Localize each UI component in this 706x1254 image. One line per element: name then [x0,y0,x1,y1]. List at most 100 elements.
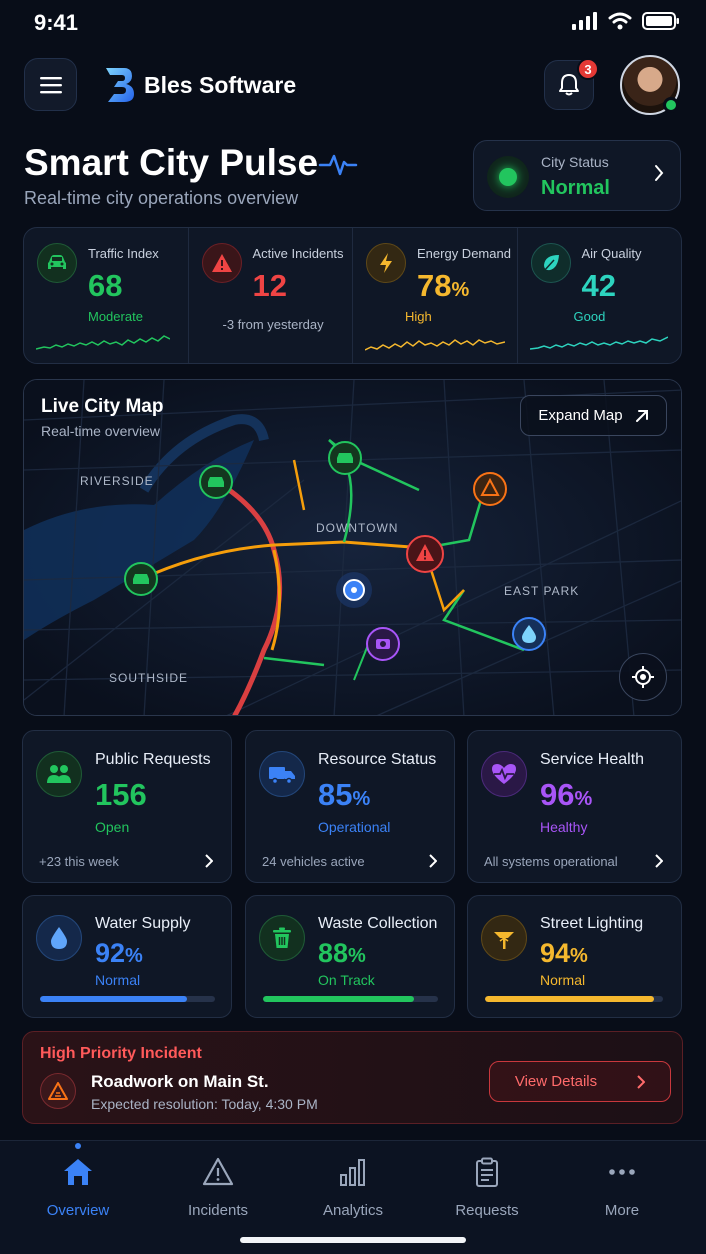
wifi-icon [608,12,632,30]
status-icons [572,12,680,30]
notifications-button[interactable] [544,60,594,110]
logo-icon [106,68,134,102]
stat-sub: -3 from yesterday [222,317,324,332]
active-nav-indicator [75,1143,81,1149]
traffic-car-marker[interactable] [123,561,159,597]
stat-energy-demand[interactable]: Energy Demand 78% High [353,228,518,363]
map-area-southside: SOUTHSIDE [109,671,189,685]
status-indicator-icon [487,156,529,198]
locate-me-button[interactable] [619,653,667,701]
view-details-label: View Details [514,1073,598,1090]
city-status-value: Normal [541,177,610,199]
nav-incidents[interactable]: Incidents [158,1157,278,1219]
camera-marker[interactable] [365,626,401,662]
expand-map-label: Expand Map [538,407,623,424]
more-icon [609,1169,635,1175]
stat-value: 42 [582,268,616,304]
stat-sub: Good [573,309,606,324]
card-status: Operational [318,819,391,835]
alert-triangle-icon [201,243,242,283]
waste-collection-bar-fill [263,996,414,1002]
service-health-card[interactable]: Service Health 96% Healthy All systems o… [467,730,682,883]
city-status-card[interactable]: City Status Normal [473,140,681,211]
map-area-downtown: DOWNTOWN [316,521,399,535]
map-area-riverside: RIVERSIDE [80,474,154,488]
home-indicator[interactable] [240,1237,466,1243]
nav-label: Overview [46,1202,110,1219]
nav-more[interactable]: More [562,1157,682,1219]
water-supply-card[interactable]: Water Supply 92% Normal [22,895,232,1018]
trash-icon [259,915,305,961]
nav-requests[interactable]: Requests [427,1157,547,1219]
priority-incident-banner[interactable]: High Priority Incident Roadwork on Main … [22,1031,683,1124]
street-lamp-icon [481,915,527,961]
status-time: 9:41 [34,10,79,35]
nav-label: Incidents [187,1202,249,1219]
stat-label: Active Incidents [252,246,344,261]
expand-map-button[interactable]: Expand Map [520,395,667,436]
incident-marker[interactable] [405,534,445,574]
brand-name: Bles Software [144,71,297,98]
roadwork-icon [40,1073,76,1109]
lightning-icon [366,243,406,283]
card-number: 96 [540,777,575,812]
map-title: Live City Map [41,396,164,417]
card-status: Open [95,819,130,835]
card-footnote: All systems operational [484,854,618,869]
stat-label: Traffic Index [88,246,159,261]
menu-button[interactable] [24,58,77,111]
street-lighting-bar-fill [485,996,655,1002]
card-number: 85 [318,777,353,812]
card-unit: % [574,788,593,810]
nav-analytics[interactable]: Analytics [293,1157,413,1219]
water-supply-bar [40,996,215,1002]
brand-logo[interactable]: Bles Software [102,66,296,104]
card-title: Public Requests [95,751,211,768]
crosshair-icon [632,666,654,688]
card-value: 96% [540,777,592,813]
card-status: Normal [540,972,586,988]
air-quality-sparkline [529,336,668,350]
live-city-map[interactable]: Live City Map Real-time overview Expand … [23,379,682,716]
nav-overview[interactable]: Overview [18,1157,138,1219]
stat-value: 68 [88,268,122,304]
nav-label: Requests [455,1202,519,1219]
stat-number: 42 [581,268,616,303]
water-marker[interactable] [511,616,547,652]
traffic-car-marker[interactable] [198,464,234,500]
card-title: Street Lighting [540,915,644,932]
stat-active-incidents[interactable]: Active Incidents 12 -3 from yesterday [189,228,353,363]
truck-icon [259,751,305,797]
current-location-marker [336,572,372,608]
public-requests-card[interactable]: Public Requests 156 Open +23 this week [22,730,232,883]
waste-collection-card[interactable]: Waste Collection 88% On Track [245,895,455,1018]
people-icon [36,751,82,797]
stat-sub: Moderate [88,309,143,324]
card-footnote: +23 this week [39,854,119,869]
card-status: Healthy [540,819,588,835]
chevron-right-icon [429,854,438,873]
card-status: On Track [318,972,375,988]
stat-number: 78 [417,268,452,303]
stat-unit: % [451,279,470,301]
view-details-button[interactable]: View Details [489,1061,671,1102]
traffic-car-marker[interactable] [327,440,363,476]
signal-icon [572,12,597,30]
street-lighting-card[interactable]: Street Lighting 94% Normal [467,895,682,1018]
chevron-right-icon [637,1074,646,1089]
map-canvas [24,380,681,715]
stat-air-quality[interactable]: Air Quality 42 Good [518,228,682,363]
stat-label: Air Quality [581,246,642,261]
stat-label: Energy Demand [417,246,511,261]
roadwork-marker[interactable] [472,471,508,507]
pulse-icon [318,154,358,176]
card-value: 85% [318,777,370,813]
chevron-right-icon [205,854,214,873]
stat-traffic-index[interactable]: Traffic Index 68 Moderate [24,228,189,363]
battery-icon [642,12,679,30]
chevron-right-icon [654,164,664,188]
resource-status-card[interactable]: Resource Status 85% Operational 24 vehic… [245,730,455,883]
stat-value: 78% [417,268,469,304]
clipboard-icon [476,1157,498,1187]
chevron-right-icon [655,854,664,873]
